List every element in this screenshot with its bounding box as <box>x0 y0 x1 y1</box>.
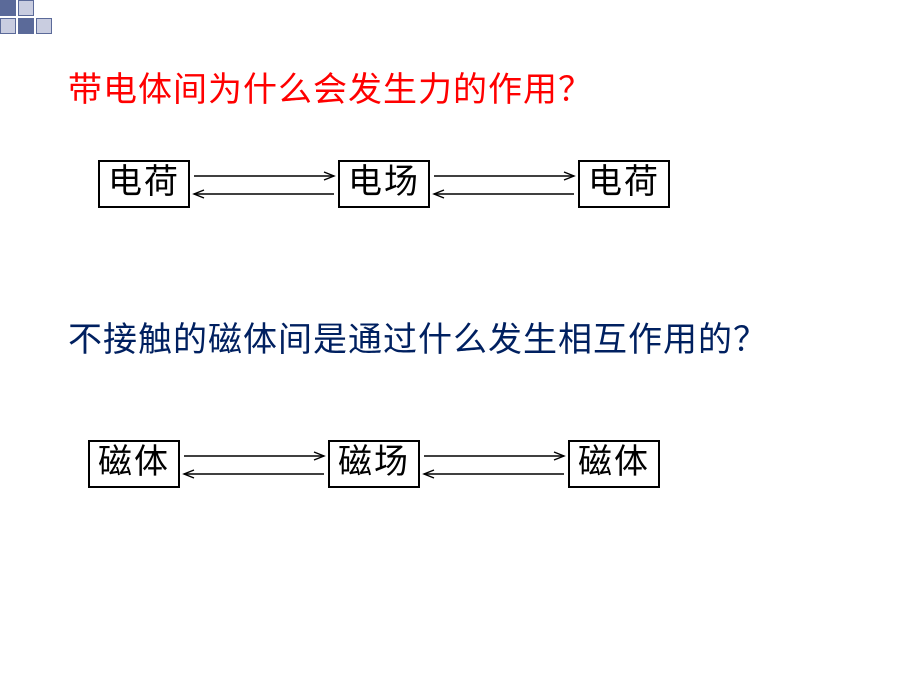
double-arrow-1 <box>422 440 566 500</box>
diagram-magnet-field: 磁体 磁场 磁体 <box>0 440 920 500</box>
node-ef: 电场 <box>338 160 430 208</box>
node-m2: 磁体 <box>568 440 660 488</box>
double-arrow-1 <box>432 160 576 220</box>
diagram-charge-field: 电荷 电场 电荷 <box>0 160 920 220</box>
double-arrow-0 <box>182 440 326 500</box>
question-1: 带电体间为什么会发生力的作用？ <box>68 62 593 111</box>
node-mf: 磁场 <box>328 440 420 488</box>
node-m1: 磁体 <box>88 440 180 488</box>
node-e1: 电荷 <box>98 160 190 208</box>
slide-content: 带电体间为什么会发生力的作用？ 电荷 电场 电荷 不接触的磁体间是通过什么发生相互作… <box>0 0 920 690</box>
question-2: 不接触的磁体间是通过什么发生相互作用的？ <box>68 312 768 361</box>
double-arrow-0 <box>192 160 336 220</box>
node-e2: 电荷 <box>578 160 670 208</box>
